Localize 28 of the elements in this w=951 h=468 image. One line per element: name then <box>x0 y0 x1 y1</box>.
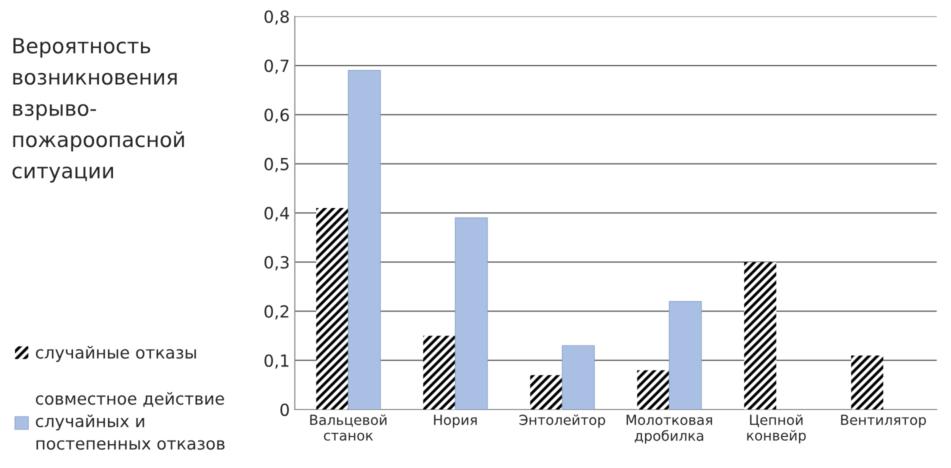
bar <box>562 345 595 410</box>
y-axis-title: Вероятность возникновения взрыво- пожароопасной ситуации <box>12 38 184 183</box>
y-tick-label: 0 <box>280 403 289 416</box>
y-tick-label: 0,6 <box>264 108 289 123</box>
bar <box>316 208 348 410</box>
y-tick-label: 0,4 <box>264 206 290 222</box>
x-tick-label: Вентилятор <box>841 414 926 428</box>
bar <box>668 300 702 410</box>
bar <box>637 370 670 410</box>
legend-label: совместное действие случайных и постепенных отказов <box>36 392 225 450</box>
y-tick-label: 0,7 <box>264 59 289 74</box>
bar <box>851 355 884 410</box>
y-tick-label: 0,8 <box>264 10 289 25</box>
x-tick-label: Молотковая дробилка <box>626 414 712 444</box>
y-tick-label: 0,1 <box>264 354 288 369</box>
y-tick-label: 0,5 <box>264 158 288 172</box>
legend-label: случайные отказы <box>36 346 196 362</box>
bar <box>454 217 488 410</box>
bar <box>530 375 562 410</box>
bar <box>423 336 456 410</box>
bar <box>348 70 381 410</box>
x-tick-label: Вальцевой станок <box>310 414 386 441</box>
x-tick-label: Нория <box>434 414 477 428</box>
x-tick-label: Энтолейтор <box>519 414 606 428</box>
x-tick-label: Цепной конвейр <box>747 414 806 444</box>
y-tick-label: 0,3 <box>264 256 289 270</box>
y-tick-label: 0,2 <box>264 305 288 320</box>
bar <box>744 262 776 410</box>
